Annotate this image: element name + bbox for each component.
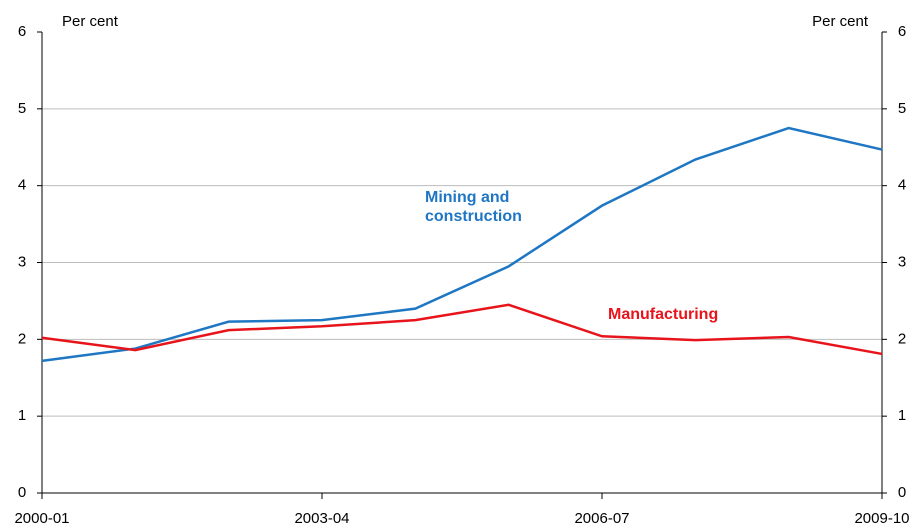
y-tick-label: 4 <box>18 177 26 194</box>
y-tick-label: 2 <box>18 330 26 347</box>
y-tick-label: 0 <box>18 484 26 501</box>
series-label: Manufacturing <box>608 306 719 323</box>
data-line <box>41 126 883 363</box>
x-tick-label: 2003-04 <box>294 510 349 527</box>
y2-tick-label: 5 <box>898 100 906 117</box>
y-axis-label: Per cent <box>62 13 119 30</box>
y2-tick-label: 6 <box>898 23 906 40</box>
y-tick-label: 6 <box>18 23 26 40</box>
data-line <box>41 303 883 356</box>
y2-tick-label: 0 <box>898 484 906 501</box>
y2-axis-label: Per cent <box>812 13 869 30</box>
y2-tick-label: 4 <box>898 177 906 194</box>
x-tick-label: 2000-01 <box>14 510 69 527</box>
y-tick-label: 3 <box>18 253 26 270</box>
x-tick-label: 2009-10 <box>854 510 909 527</box>
series-label: Mining and construction <box>425 189 522 225</box>
y2-tick-label: 1 <box>898 407 906 424</box>
y-tick-label: 5 <box>18 100 26 117</box>
x-tick-label: 2006-07 <box>574 510 629 527</box>
y2-tick-label: 2 <box>898 330 906 347</box>
y-tick-label: 1 <box>18 407 26 424</box>
y2-tick-label: 3 <box>898 253 906 270</box>
